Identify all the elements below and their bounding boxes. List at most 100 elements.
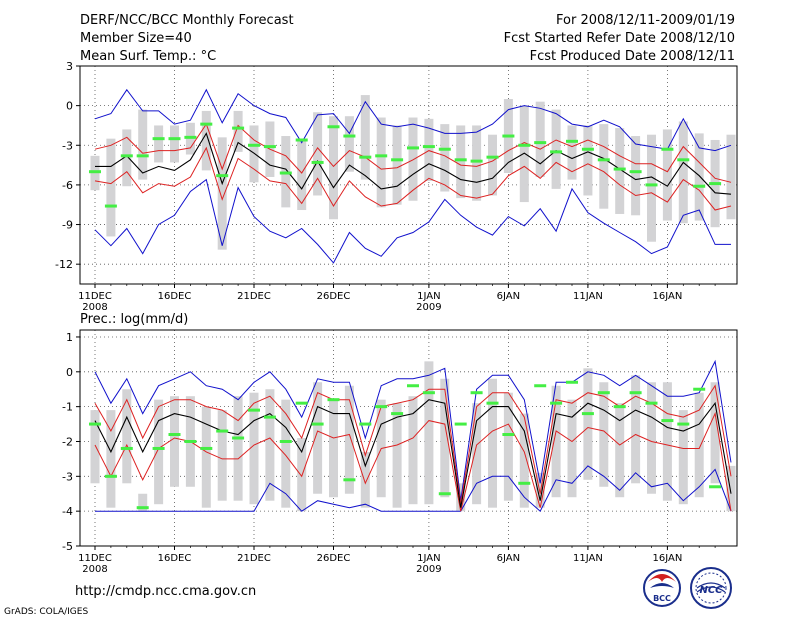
prec-ytick-label: -3 [62,470,73,483]
prec-max-line [94,359,732,501]
temp-spread-bar [551,109,561,189]
prec-xtick-year-label: 2008 [82,564,107,575]
prec-spread-bar [647,382,656,494]
temp-spread-bar [106,138,116,237]
temp-ytick-label: -9 [62,219,73,232]
prec-spread-bar [106,410,116,508]
prec-spread-bar [297,438,307,512]
prec-xtick-label: 11JAN [573,553,603,564]
temp-spread-bar [233,110,243,152]
temp-spread-bar [440,124,450,192]
prec-ytick-label: -1 [62,401,73,414]
prec-xtick-label: 1JAN [417,553,440,564]
temp-spread-bar [726,134,736,220]
temp-spread-bar [154,125,164,163]
temp-spread-bar [567,125,577,180]
prec-spread-bar [535,472,545,508]
prec-spread-bar [503,392,513,501]
source-url: http://cmdp.ncc.cma.gov.cn [75,584,256,599]
temp-spread-bar [631,136,641,216]
prec-spread-bar [90,410,100,484]
temp-xtick-label: 16DEC [158,291,192,302]
temp-spread-bar [392,125,402,205]
temp-spread-bar [201,110,211,171]
bcc-logo-text: BCC [653,594,671,603]
temp-upper-line [94,122,732,183]
temp-xtick-label: 21DEC [237,291,271,302]
prec-ytick-label: -5 [62,540,73,553]
temp-spread-bar [662,129,672,221]
header-start-date: Fcst Started Refer Date 2008/12/10 [504,31,735,46]
prec-ytick-label: -2 [62,435,73,448]
header-produced-date: Fcst Produced Date 2008/12/11 [530,49,735,64]
temp-xtick-year-label: 2009 [416,302,441,313]
temp-xtick-year-label: 2008 [82,302,107,313]
ncc-logo: NCC [690,567,732,609]
prec-spread-bar [583,368,593,480]
prec-spread-bar [281,399,291,508]
prec-spread-bar [138,493,148,512]
temp-xtick-label: 11JAN [573,291,603,302]
temp-ytick-label: -12 [55,258,73,271]
temp-spread-bar [297,138,307,211]
prec-spread-bar [710,382,720,484]
prec-plot-frame [79,329,738,547]
header-title: DERF/NCC/BCC Monthly Forecast [80,13,294,28]
temp-spread-bar [583,125,593,196]
prec-spread-bar [567,399,577,498]
prec-spread-bar [265,389,275,501]
grads-credit: GrADS: COLA/IGES [4,607,88,617]
prec-xtick-label: 21DEC [237,553,271,564]
temp-xtick-label: 6JAN [497,291,520,302]
ncc-logo-text: NCC [699,585,723,596]
temp-spread-bar [217,137,227,250]
temp-spread-bar [599,124,609,209]
prec-spread-bar [599,382,609,487]
prec-spread-bar [440,378,450,498]
temp-spread-bar [138,109,148,180]
header-member-size: Member Size=40 [80,31,192,46]
prec-xtick-label: 6JAN [497,553,520,564]
prec-spread-bar [678,410,688,505]
prec-spread-bar [249,392,259,505]
temp-spread-bar [170,125,179,163]
temp-spread-bar [647,134,656,242]
prec-spread-bar [488,378,497,508]
prec-spread-bar [233,396,243,501]
temp-xtick-label: 16JAN [652,291,682,302]
temp-spread-bar [472,125,482,201]
precip-panel-title: Prec.: log(mm/d) [80,312,188,327]
temp-xtick-label: 26DEC [317,291,351,302]
temp-plot-frame [79,65,738,285]
temp-spread-bar [376,117,386,208]
temp-spread-bar [122,129,132,187]
prec-xtick-label: 26DEC [317,553,351,564]
temp-spread-bar [694,133,704,221]
temp-ytick-label: -3 [62,139,73,152]
temp-spread-bar [408,117,418,201]
prec-xtick-label: 11DEC [78,553,112,564]
temp-spread-bar [488,134,497,196]
prec-spread-bar [392,403,402,508]
prec-min-line [95,465,732,513]
prec-spread-bar [408,396,418,505]
prec-ytick-label: 1 [66,331,73,344]
header-variable: Mean Surf. Temp.: °C [80,49,216,64]
prec-mean-line [94,399,732,508]
prec-spread-bar [615,403,625,498]
temp-xtick-label: 1JAN [417,291,440,302]
prec-xtick-year-label: 2009 [416,564,441,575]
temp-spread-bar [678,121,688,224]
temp-xtick-label: 11DEC [78,291,112,302]
temp-spread-bar [329,116,338,220]
prec-spread-bar [313,382,323,494]
header-period: For 2008/12/11-2009/01/19 [556,13,735,28]
prec-xtick-label: 16JAN [652,553,682,564]
prec-spread-bar [329,399,338,498]
prec-spread-bar [217,410,227,501]
bcc-logo: BCC [643,569,681,607]
prec-spread-bar [472,403,482,505]
